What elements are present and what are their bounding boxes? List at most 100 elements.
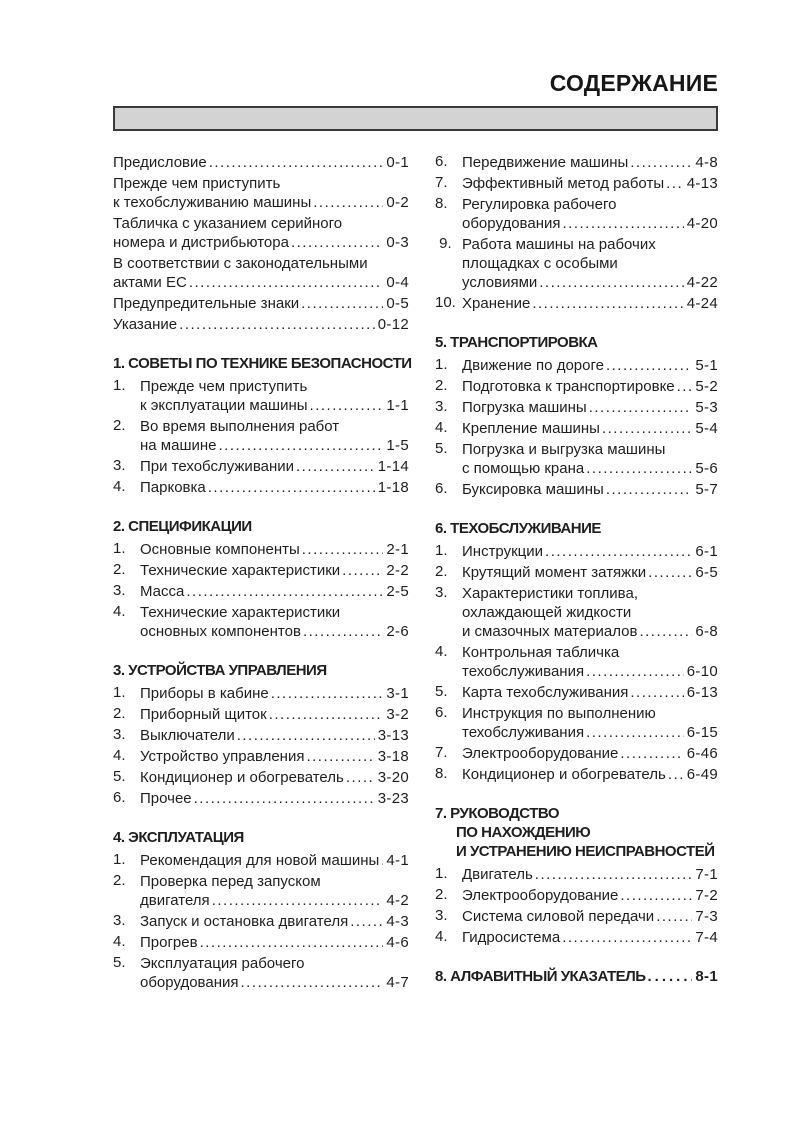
page-number: 4-20 [686,215,718,232]
toc-entry: 3. При техобслуживании 1-14 [113,457,409,476]
section-heading-line: 2. СПЕЦИФИКАЦИИ [113,518,252,535]
toc-entry: 1. Движение по дороге 5-1 [435,356,718,375]
page-number: 5-6 [695,460,718,477]
toc-entry: Прежде чем приступить к техобслуживанию м… [113,174,409,212]
dot-leader [562,214,683,233]
entry-body: Технические характеристики 2-2 [140,561,409,580]
entry-line: Буксировка машины 5-7 [462,480,718,499]
entry-number: 2. [113,872,126,889]
entry-body: Крепление машины 5-4 [462,419,718,438]
dot-leader [535,865,693,884]
entry-line: Гидросистема 7-4 [462,928,718,947]
dot-leader [562,928,692,947]
toc-entry: 3. Выключатели 3-13 [113,726,409,745]
entry-body: Масса 2-5 [140,582,409,601]
toc-entry: Предисловие 0-1 [113,153,409,172]
entry-number: 4. [113,933,126,950]
entry-body: При техобслуживании 1-14 [140,457,409,476]
entry-text: Указание [113,316,178,333]
toc-entry: 5. Погрузка и выгрузка машины с помощью кр… [435,440,718,478]
entry-text: Карта техобслуживания [462,684,629,701]
entry-line: Кондиционер и обогреватель 3-20 [140,768,409,787]
entry-number: 2. [435,377,448,394]
dot-leader [589,398,693,417]
entry-text: двигателя [140,892,210,909]
entry-text: Приборный щиток [140,706,267,723]
entry-number: 2. [435,563,448,580]
dot-leader [639,622,692,641]
dot-leader [381,851,383,870]
entry-number: 2. [435,886,448,903]
dot-leader [648,967,693,986]
entry-line: условиями 4-22 [462,273,718,292]
dot-leader [606,480,693,499]
entry-number: 7. [435,744,448,761]
entry-text: Технические характеристики [140,562,341,579]
entry-text: Электрооборудование [462,887,619,904]
entry-text: Хранение [462,295,531,312]
toc-entry: 4. Крепление машины 5-4 [435,419,718,438]
entry-text: Предупредительные знаки [113,295,300,312]
entry-body: Погрузка и выгрузка машины с помощью кран… [462,440,718,478]
entry-number: 1. [435,865,448,882]
dot-leader [194,789,375,808]
entry-body: Прежде чем приступить к эксплуатации маши… [140,377,409,415]
entry-body: Парковка 1-18 [140,478,409,497]
entry-number: 4. [113,747,126,764]
toc-entry: 1. Основные компоненты 2-1 [113,540,409,559]
entry-text: Предисловие [113,154,207,171]
entry-body: Кондиционер и обогреватель 6-49 [462,765,718,784]
entry-text: оборудования [462,215,561,232]
page-number: 5-7 [695,481,718,498]
page-number: 5-1 [695,357,718,374]
entry-text: Выключатели [140,727,235,744]
page-number: 3-23 [377,790,409,807]
entry-text: основных компонентов [140,623,301,640]
entry-line: Масса 2-5 [140,582,409,601]
dot-leader [602,419,692,438]
dot-leader [630,153,692,172]
entry-line: 8. АЛФАВИТНЫЙ УКАЗАТЕЛЬ 8-1 [435,967,718,986]
toc-entry: 2. Проверка перед запуском двигателя 4-2 [113,872,409,910]
entry-text: Масса [140,583,185,600]
entry-number: 3. [435,907,448,924]
dot-leader [677,377,693,396]
entry-body: Во время выполнения работ на машине 1-5 [140,417,409,455]
entry-number: 2. [113,417,126,434]
toc-entry: Предупредительные знаки 0-5 [113,294,409,313]
page-number: 8-1 [695,968,718,985]
entry-body: Инструкции 6-1 [462,542,718,561]
entry-line: Регулировка рабочего [462,196,617,213]
entry-body: Контрольная табличка техобслуживания 6-10 [462,643,718,681]
entry-body: Эффективный метод работы 4-13 [462,174,718,193]
entry-number: 8. [435,765,448,782]
entry-text: Приборы в кабине [140,685,269,702]
entry-number: 5. [435,683,448,700]
entry-line: Приборный щиток 3-2 [140,705,409,724]
entry-text: Прочее [140,790,192,807]
entry-number: 8. [435,195,448,212]
toc-entry: 2. Электрооборудование 7-2 [435,886,718,905]
entry-body: Работа машины на рабочих площадках с особ… [462,235,718,292]
entry-text: условиями [462,274,538,291]
entry-line: Кондиционер и обогреватель 6-49 [462,765,718,784]
entry-line: Указание 0-12 [113,315,409,334]
page-number: 0-4 [386,274,409,291]
dot-leader [189,273,384,292]
page-number: 1-14 [377,458,409,475]
page-number: 6-10 [686,663,718,680]
entry-body: Основные компоненты 2-1 [140,540,409,559]
dot-leader [296,457,375,476]
page-title: СОДЕРЖАНИЕ [549,70,718,96]
entry-number: 4. [435,419,448,436]
page-number: 0-5 [386,295,409,312]
section-heading: 4. ЭКСПЛУАТАЦИЯ [113,828,409,847]
entry-text: Подготовка к транспортировке [462,378,675,395]
entry-body: Карта техобслуживания 6-13 [462,683,718,702]
dot-leader [208,478,375,497]
entry-text: и смазочных материалов [462,623,638,640]
entry-line: Крепление машины 5-4 [462,419,718,438]
page-number: 2-2 [386,562,409,579]
entry-number: 5. [113,954,126,971]
toc-entry: 2. Приборный щиток 3-2 [113,705,409,724]
